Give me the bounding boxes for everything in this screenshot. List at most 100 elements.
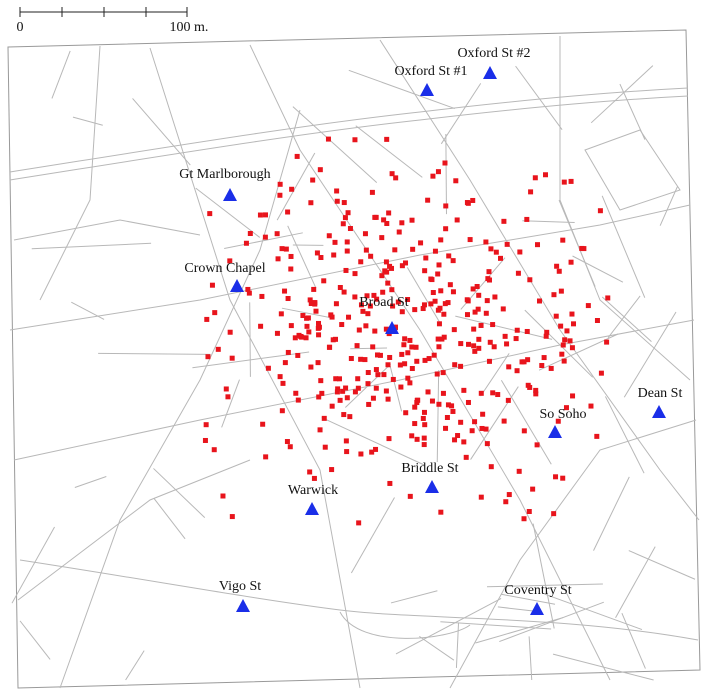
street [9, 204, 691, 331]
death [317, 167, 323, 173]
death [373, 214, 379, 220]
death [524, 216, 530, 222]
death [385, 280, 391, 286]
death [332, 239, 338, 245]
death [453, 178, 459, 184]
death [310, 177, 316, 183]
street [11, 526, 55, 604]
death [215, 346, 221, 352]
death [504, 341, 510, 347]
death [464, 312, 470, 318]
death [548, 365, 554, 371]
death [379, 273, 385, 279]
death [287, 444, 293, 450]
death [543, 172, 549, 178]
death [258, 323, 264, 329]
death [358, 451, 364, 457]
death [588, 403, 594, 409]
death [455, 433, 461, 439]
streets [9, 36, 700, 689]
death [383, 388, 389, 394]
death [524, 328, 530, 334]
street [623, 311, 677, 398]
death [421, 435, 427, 441]
death [428, 301, 434, 307]
death [604, 339, 610, 345]
pump-label: Oxford St #2 [457, 46, 530, 61]
street [249, 44, 611, 681]
death [432, 298, 438, 304]
death [505, 397, 511, 403]
death [403, 410, 409, 416]
pump [548, 425, 562, 438]
death [422, 357, 428, 363]
street [31, 242, 152, 250]
death [204, 316, 210, 322]
pump-label: So Soho [539, 407, 586, 422]
death [260, 421, 266, 427]
death [476, 336, 482, 342]
death [365, 311, 371, 317]
death [458, 363, 464, 369]
death [426, 356, 432, 362]
death [317, 427, 323, 433]
death [452, 437, 458, 443]
death [229, 355, 235, 361]
death [384, 269, 390, 275]
death [346, 314, 352, 320]
death [534, 442, 540, 448]
pump-label: Dean St [638, 386, 683, 401]
street [39, 45, 101, 301]
pump [223, 188, 237, 201]
death [300, 313, 306, 319]
death [364, 293, 370, 299]
death [352, 271, 358, 277]
death [294, 153, 300, 159]
death [379, 235, 385, 241]
street [149, 47, 361, 689]
death [421, 302, 427, 308]
death [330, 337, 336, 343]
street [501, 593, 556, 605]
street [395, 597, 502, 655]
death [495, 392, 501, 398]
death [420, 306, 426, 312]
death [303, 335, 309, 341]
street [528, 636, 533, 681]
street [593, 476, 630, 551]
death [393, 175, 399, 181]
death [594, 318, 600, 324]
death [385, 396, 391, 402]
street [153, 468, 206, 518]
death [430, 290, 436, 296]
death [274, 330, 280, 336]
death [486, 277, 492, 283]
death [436, 262, 442, 268]
death [405, 350, 411, 356]
death [285, 296, 291, 302]
death [421, 409, 427, 415]
death [397, 362, 403, 368]
death [506, 492, 512, 498]
death [436, 321, 442, 327]
death [372, 328, 378, 334]
death [331, 252, 337, 258]
death [362, 357, 368, 363]
scale-label: 100 m. [170, 20, 209, 35]
street [436, 370, 440, 463]
death [316, 324, 322, 330]
death [501, 218, 507, 224]
death [203, 422, 209, 428]
street [19, 620, 51, 660]
death [304, 315, 310, 321]
street [499, 601, 604, 643]
death [560, 237, 566, 243]
death [347, 414, 353, 420]
death [443, 226, 449, 232]
pump [425, 480, 439, 493]
death [425, 389, 431, 395]
death [354, 343, 360, 349]
death [288, 253, 294, 259]
death [227, 329, 233, 335]
